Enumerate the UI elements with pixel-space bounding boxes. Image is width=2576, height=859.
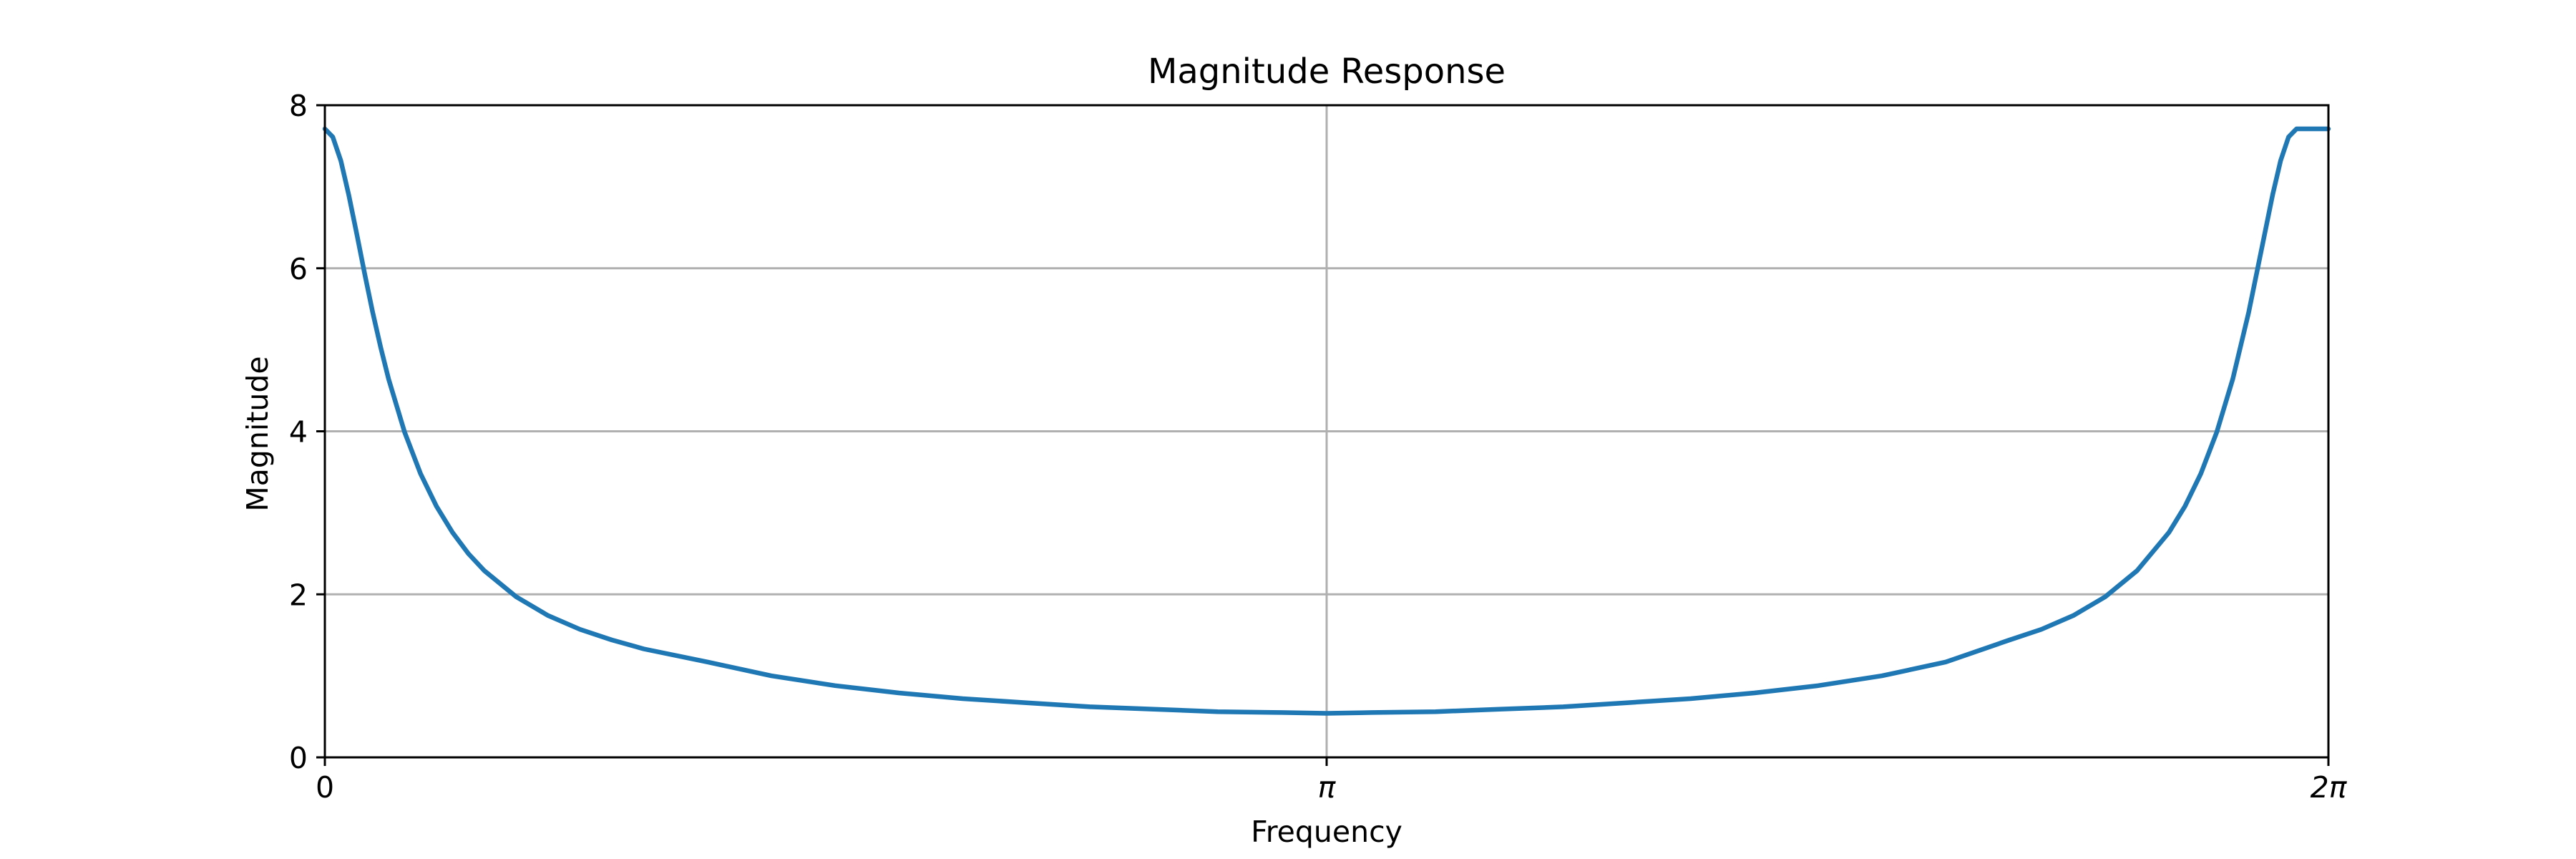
y-axis-label: Magnitude [240,356,275,511]
y-tick-label: 6 [289,252,308,286]
x-axis-label: Frequency [1251,815,1402,849]
series-line [322,126,2331,716]
x-axis-ticks: 0 π 2π [316,757,2348,805]
y-tick-label: 4 [289,415,308,450]
y-tick-label: 8 [289,89,308,123]
series-layer [322,126,2331,716]
x-tick-label: 2π [2311,770,2348,805]
y-tick-label: 2 [289,578,308,612]
y-tick-label: 0 [289,741,308,775]
chart-title: Magnitude Response [1148,52,1506,92]
x-tick-label: π [1318,770,1337,805]
y-axis-ticks: 0 2 4 6 8 [289,89,325,775]
x-tick-label: 0 [316,770,334,805]
